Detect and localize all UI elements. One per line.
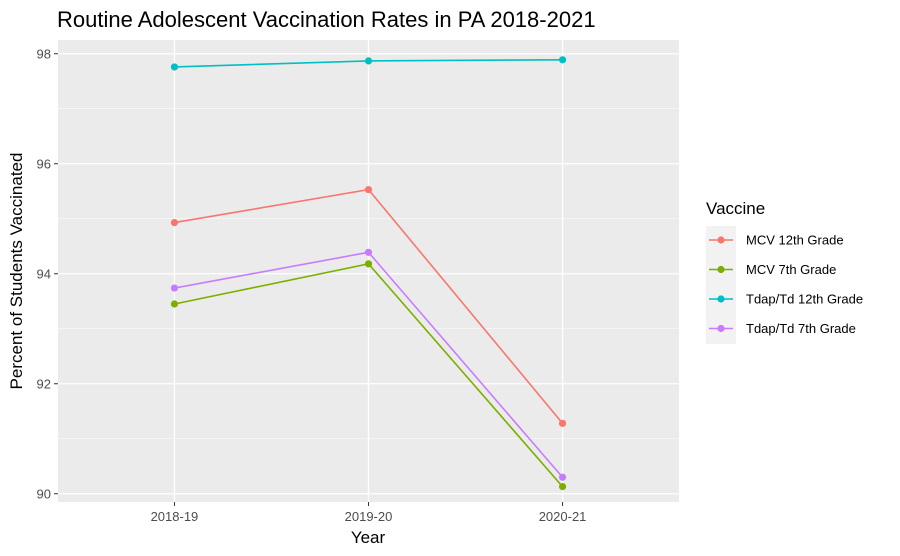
x-tick-label: 2019-20 <box>345 509 393 524</box>
data-point <box>558 56 567 64</box>
data-point <box>364 186 373 194</box>
legend-key-point <box>717 295 725 303</box>
data-point <box>558 483 567 491</box>
data-point <box>170 63 179 71</box>
data-point <box>364 57 373 65</box>
legend-key-point <box>717 265 725 274</box>
legend-title: Vaccine <box>706 199 765 218</box>
legend-label: Tdap/Td 12th Grade <box>746 292 863 307</box>
data-point <box>558 419 567 427</box>
series-2 <box>170 56 567 71</box>
x-axis: 2018-19 2019-20 2020-21 <box>151 502 587 524</box>
y-axis-title: Percent of Students Vaccinated <box>7 153 26 390</box>
chart-title: Routine Adolescent Vaccination Rates in … <box>57 7 596 32</box>
legend-label: MCV 7th Grade <box>746 262 836 277</box>
legend-label: Tdap/Td 7th Grade <box>746 321 856 336</box>
series-1 <box>170 260 567 491</box>
x-axis-title: Year <box>351 528 386 547</box>
data-point <box>170 284 179 292</box>
data-point <box>170 219 179 227</box>
x-tick-label: 2020-21 <box>539 509 587 524</box>
legend-key-point <box>717 324 725 333</box>
x-tick-label: 2018-19 <box>151 509 199 524</box>
data-point <box>364 248 373 256</box>
data-point <box>558 473 567 481</box>
y-axis: 90 92 94 96 98 <box>37 46 58 501</box>
y-tick-label: 96 <box>37 156 51 171</box>
legend-key-background <box>706 226 736 344</box>
data-point <box>364 260 373 268</box>
y-tick-label: 98 <box>37 46 51 61</box>
series-layer <box>170 56 567 491</box>
series-3 <box>170 248 567 481</box>
legend: Vaccine MCV 12th Grade MCV 7th Grade Tdap/… <box>706 199 863 344</box>
gridlines <box>58 40 679 502</box>
legend-items: MCV 12th Grade MCV 7th Grade Tdap/Td 12th … <box>709 233 863 336</box>
data-point <box>170 300 179 308</box>
y-tick-label: 94 <box>37 266 51 281</box>
legend-label: MCV 12th Grade <box>746 233 844 248</box>
y-tick-label: 92 <box>37 376 51 391</box>
series-0 <box>170 186 567 427</box>
y-tick-label: 90 <box>37 486 51 501</box>
legend-key-point <box>717 236 725 244</box>
